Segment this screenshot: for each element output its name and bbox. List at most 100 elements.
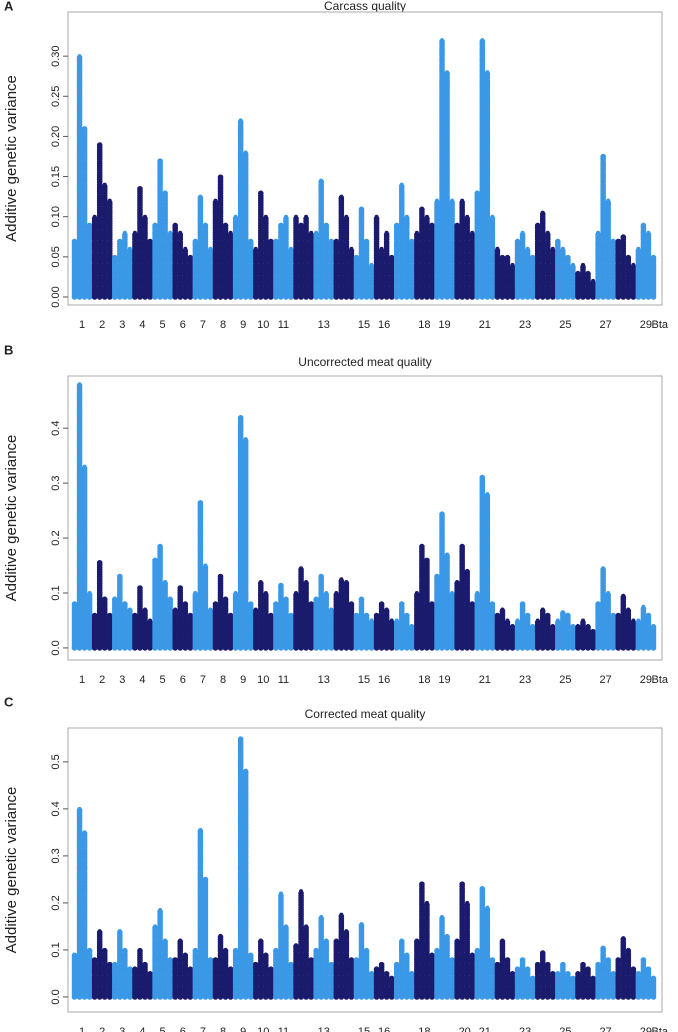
snp-top (127, 607, 132, 612)
snp-top (148, 238, 153, 243)
snp-top (414, 938, 419, 943)
snp-top (419, 544, 424, 549)
snp-top (485, 70, 490, 75)
y-axis-label: Additive genetic variance (3, 787, 20, 954)
snp-top (233, 947, 238, 952)
snp-top (465, 214, 470, 219)
snp-top (369, 618, 374, 623)
snp-top (550, 246, 555, 251)
snp-top (163, 190, 168, 195)
snp-top (424, 900, 429, 905)
snp-top (263, 952, 268, 957)
snp-top (364, 947, 369, 952)
x-tick-label: 3 (119, 674, 125, 686)
snp-top (389, 618, 394, 623)
snp-top (283, 924, 288, 929)
snp-top (168, 957, 173, 962)
snp-top (223, 222, 228, 227)
snp-top (178, 938, 183, 943)
snp-top (606, 957, 611, 962)
snp-top (203, 877, 208, 882)
snp-top (309, 601, 314, 606)
snp-top (570, 262, 575, 267)
snp-top (354, 957, 359, 962)
y-tick-label: 0.4 (50, 801, 62, 816)
snp-top (369, 262, 374, 267)
snp-top (183, 601, 188, 606)
snp-top (435, 574, 439, 579)
snp-top (611, 612, 616, 617)
y-tick-label: 0.1 (50, 942, 62, 957)
snp-top (435, 947, 439, 952)
snp-top (339, 912, 344, 917)
x-tick-label: 10 (257, 674, 269, 686)
snp-top (153, 222, 158, 227)
snp-top (626, 254, 631, 259)
snp-top (525, 966, 530, 971)
snp-top (278, 891, 283, 896)
snp-top (530, 623, 535, 628)
snp-top (646, 966, 651, 971)
x-tick-label: 23 (519, 674, 531, 686)
snp-top (641, 957, 646, 962)
panel-title: Carcass quality (324, 0, 406, 13)
snp-top (530, 254, 535, 259)
snp-top (334, 590, 339, 595)
snp-top (540, 607, 545, 612)
snp-top (163, 579, 168, 584)
snp-top (304, 924, 309, 929)
snp-top (198, 828, 203, 833)
snp-top (565, 971, 570, 976)
snp-top (485, 905, 490, 910)
snp-top (314, 596, 319, 601)
snp-top (535, 618, 540, 623)
snp-top (344, 579, 349, 584)
snp-top (228, 612, 233, 617)
x-tick-label: 10 (257, 1026, 269, 1032)
snp-top (344, 929, 349, 934)
snp-top (535, 222, 540, 227)
snp-top (505, 957, 510, 962)
snp-top (72, 238, 77, 243)
snp-top (213, 198, 218, 203)
snp-top (349, 957, 354, 962)
y-axis-label: Additive genetic variance (3, 435, 20, 602)
snp-top (319, 574, 324, 579)
snp-top (535, 962, 540, 967)
snp-top (596, 962, 601, 967)
x-tick-label: 6 (180, 674, 186, 686)
snp-top (253, 246, 258, 251)
snp-top (107, 198, 112, 203)
x-tick-label: 23 (519, 1026, 531, 1032)
snp-top (324, 590, 329, 595)
x-tick-label: 21 (479, 674, 491, 686)
x-tick-label: 4 (139, 674, 145, 686)
snp-top (248, 952, 253, 957)
snp-top (555, 618, 560, 623)
snp-top (319, 178, 324, 183)
snp-top (304, 579, 309, 584)
snp-top (77, 54, 82, 59)
snp-top (127, 966, 132, 971)
snp-top (273, 238, 278, 243)
snp-top (137, 947, 142, 952)
x-tick-label: 13 (318, 319, 330, 331)
snp-top (394, 962, 399, 967)
snp-top (596, 230, 601, 235)
snp-top (389, 254, 394, 259)
snp-top (238, 118, 243, 123)
snp-top (495, 962, 500, 967)
x-axis-label: Bta (651, 1026, 668, 1032)
snp-top (455, 938, 460, 943)
snp-top (107, 962, 112, 967)
x-tick-label: 20 (459, 1026, 471, 1032)
snp-top (278, 582, 283, 587)
snp-top (178, 585, 183, 590)
x-tick-label: 29 (640, 674, 652, 686)
snp-top (223, 947, 228, 952)
snp-top (409, 238, 414, 243)
snp-top (137, 186, 142, 191)
snp-top (575, 270, 580, 275)
x-tick-label: 7 (200, 1026, 206, 1032)
snp-top (148, 618, 153, 623)
